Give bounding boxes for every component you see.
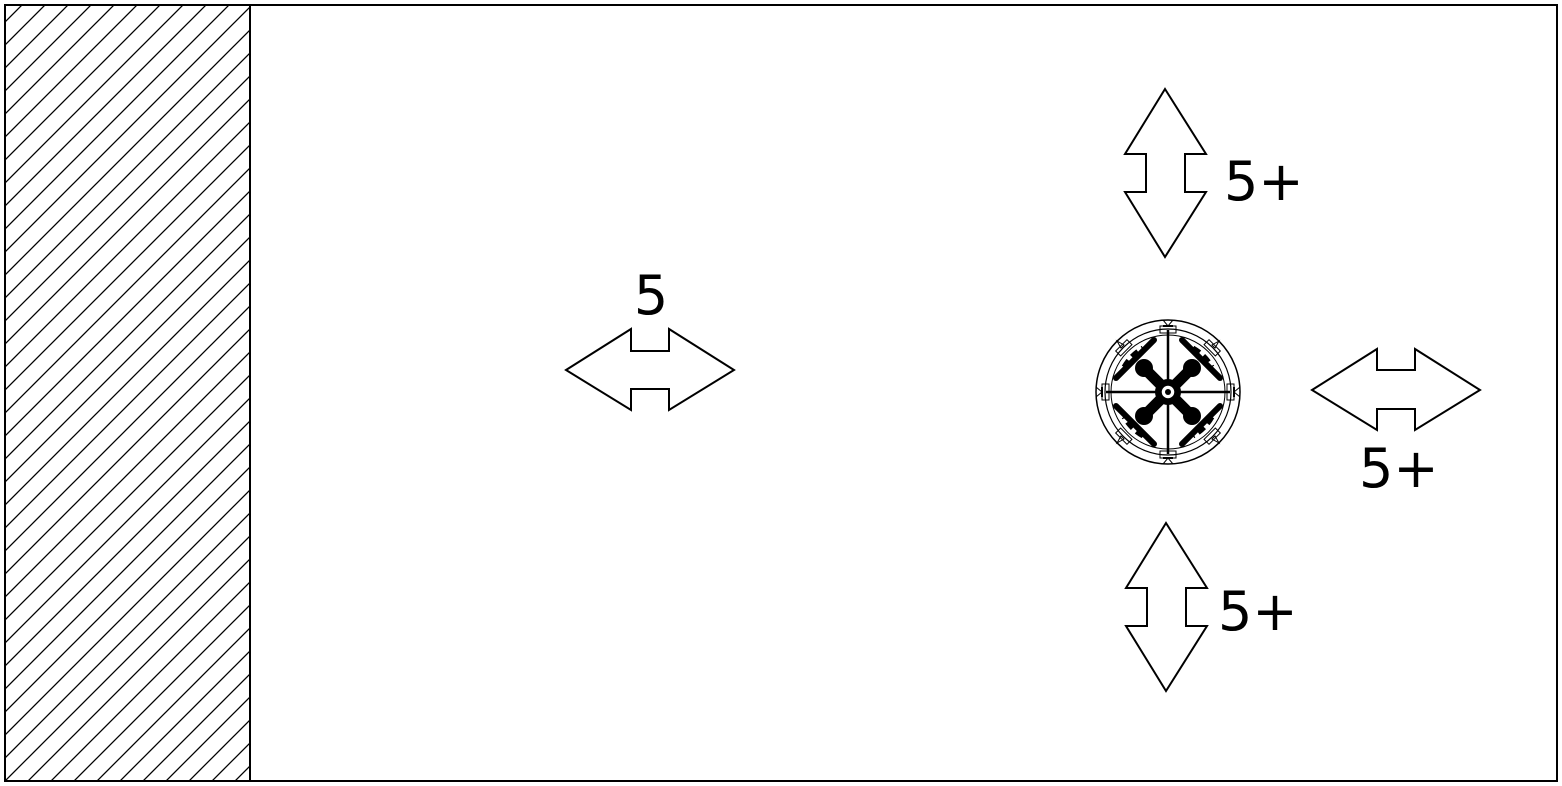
wall-distance-arrow [564,327,736,412]
right-clearance-label: 5+ [1359,437,1439,500]
hatched-wall [4,4,251,782]
bottom-clearance-arrow [1124,521,1209,693]
quadcopter-drone-icon [1095,319,1241,465]
top-clearance-label: 5+ [1224,150,1304,213]
top-clearance-arrow [1123,87,1208,259]
right-clearance-arrow [1310,347,1482,432]
bottom-clearance-label: 5+ [1218,580,1298,643]
wall-distance-label: 5 [634,264,668,327]
room-boundary [4,4,1558,782]
